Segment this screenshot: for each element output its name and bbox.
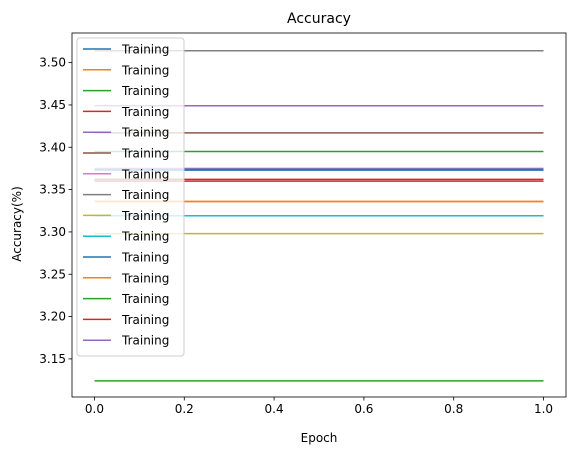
legend-label-10: Training <box>121 230 169 244</box>
x-tick-label: 1.0 <box>534 402 553 416</box>
y-tick-label: 3.30 <box>39 225 66 239</box>
legend-label-3: Training <box>121 84 169 98</box>
legend-label-5: Training <box>121 126 169 140</box>
x-tick-label: 0.0 <box>85 402 104 416</box>
legend-label-1: Training <box>121 43 169 57</box>
legend-label-13: Training <box>121 292 169 306</box>
legend-label-12: Training <box>121 271 169 285</box>
legend-label-15: Training <box>121 334 169 348</box>
legend-label-9: Training <box>121 209 169 223</box>
x-tick-label: 0.4 <box>265 402 284 416</box>
legend-label-2: Training <box>121 63 169 77</box>
legend-label-14: Training <box>121 313 169 327</box>
legend-label-8: Training <box>121 188 169 202</box>
y-tick-label: 3.15 <box>39 352 66 366</box>
legend-label-7: Training <box>121 167 169 181</box>
y-tick-label: 3.25 <box>39 267 66 281</box>
x-axis-label: Epoch <box>301 431 338 445</box>
chart-title: Accuracy <box>287 11 351 27</box>
legend-label-4: Training <box>121 105 169 119</box>
y-tick-label: 3.50 <box>39 56 66 70</box>
legend-label-6: Training <box>121 147 169 161</box>
y-tick-label: 3.35 <box>39 183 66 197</box>
legend: Training Training Training Training Training… <box>77 38 184 356</box>
x-tick-label: 0.6 <box>354 402 373 416</box>
x-tick-label: 0.2 <box>175 402 194 416</box>
legend-label-11: Training <box>121 251 169 265</box>
y-axis-label: Accuracy(%) <box>10 186 24 262</box>
y-tick-label: 3.45 <box>39 98 66 112</box>
x-tick-label: 0.8 <box>444 402 463 416</box>
y-tick-label: 3.20 <box>39 310 66 324</box>
y-tick-label: 3.40 <box>39 140 66 154</box>
